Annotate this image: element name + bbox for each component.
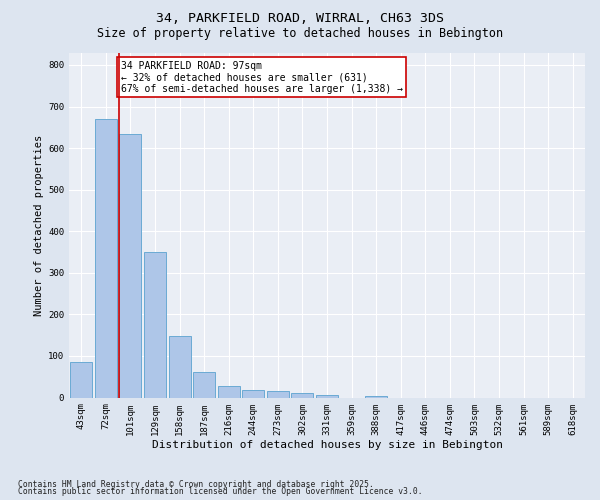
Text: 34 PARKFIELD ROAD: 97sqm
← 32% of detached houses are smaller (631)
67% of semi-: 34 PARKFIELD ROAD: 97sqm ← 32% of detach… xyxy=(121,61,403,94)
Text: Size of property relative to detached houses in Bebington: Size of property relative to detached ho… xyxy=(97,28,503,40)
Bar xyxy=(365,396,387,398)
Bar xyxy=(218,386,240,398)
Text: Contains HM Land Registry data © Crown copyright and database right 2025.: Contains HM Land Registry data © Crown c… xyxy=(18,480,374,489)
Bar xyxy=(193,372,215,398)
Text: Contains public sector information licensed under the Open Government Licence v3: Contains public sector information licen… xyxy=(18,488,422,496)
Bar xyxy=(292,394,313,398)
Bar xyxy=(70,362,92,398)
Y-axis label: Number of detached properties: Number of detached properties xyxy=(34,134,44,316)
Bar xyxy=(144,252,166,398)
Bar xyxy=(242,390,265,398)
Bar xyxy=(119,134,142,398)
Text: 34, PARKFIELD ROAD, WIRRAL, CH63 3DS: 34, PARKFIELD ROAD, WIRRAL, CH63 3DS xyxy=(156,12,444,26)
Bar xyxy=(169,336,191,398)
Bar xyxy=(95,119,117,398)
Bar xyxy=(267,392,289,398)
X-axis label: Distribution of detached houses by size in Bebington: Distribution of detached houses by size … xyxy=(151,440,503,450)
Bar xyxy=(316,396,338,398)
